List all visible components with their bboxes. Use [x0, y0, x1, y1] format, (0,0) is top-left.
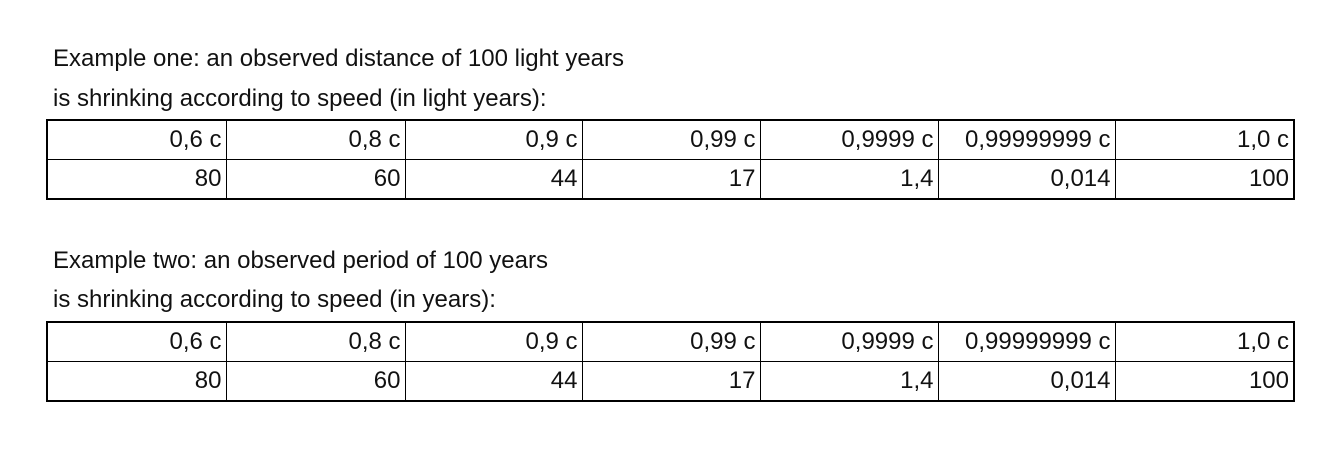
value-cell: 44 — [404, 159, 583, 200]
value-cell: 17 — [581, 159, 761, 200]
table-row: 80 60 44 17 1,4 0,014 100 — [46, 159, 1295, 200]
speed-cell: 0,99999999 c — [937, 119, 1116, 160]
speed-cell: 0,9 c — [404, 321, 583, 362]
speed-cell: 0,9 c — [404, 119, 583, 160]
speed-cell: 1,0 c — [1114, 119, 1295, 160]
speed-cell: 0,6 c — [46, 321, 227, 362]
table-row: 0,6 c 0,8 c 0,9 c 0,99 c 0,9999 c 0,99999999 … — [46, 119, 1295, 160]
value-cell: 17 — [581, 361, 761, 402]
speed-cell: 0,9999 c — [759, 119, 939, 160]
speed-cell: 0,9999 c — [759, 321, 939, 362]
data-table: 0,6 c 0,8 c 0,9 c 0,99 c 0,9999 c 0,99999999 … — [46, 119, 1295, 200]
value-cell: 80 — [46, 361, 227, 402]
speed-cell: 0,6 c — [46, 119, 227, 160]
value-cell: 0,014 — [937, 159, 1116, 200]
value-cell: 0,014 — [937, 361, 1116, 402]
table-row: 0,6 c 0,8 c 0,9 c 0,99 c 0,9999 c 0,99999999 … — [46, 321, 1295, 362]
table-body: 0,6 c 0,8 c 0,9 c 0,99 c 0,9999 c 0,99999999 … — [46, 119, 1295, 200]
value-cell: 80 — [46, 159, 227, 200]
speed-cell: 0,99 c — [581, 119, 761, 160]
value-cell: 100 — [1114, 361, 1295, 402]
value-cell: 60 — [225, 159, 406, 200]
heading-line: is shrinking according to speed (in year… — [53, 286, 496, 313]
table-body: 0,6 c 0,8 c 0,9 c 0,99 c 0,9999 c 0,99999999 … — [46, 321, 1295, 402]
value-cell: 100 — [1114, 159, 1295, 200]
data-table: 0,6 c 0,8 c 0,9 c 0,99 c 0,9999 c 0,99999999 … — [46, 321, 1295, 402]
table-row: 80 60 44 17 1,4 0,014 100 — [46, 361, 1295, 402]
speed-cell: 0,8 c — [225, 321, 406, 362]
heading-line: Example one: an observed distance of 100… — [53, 45, 625, 72]
speed-cell: 0,99 c — [581, 321, 761, 362]
speed-cell: 0,8 c — [225, 119, 406, 160]
value-cell: 44 — [404, 361, 583, 402]
value-cell: 60 — [225, 361, 406, 402]
heading-line: Example two: an observed period of 100 y… — [53, 247, 548, 274]
speed-cell: 1,0 c — [1114, 321, 1295, 362]
heading-line: is shrinking according to speed (in ligh… — [53, 85, 547, 112]
value-cell: 1,4 — [759, 361, 939, 402]
speed-cell: 0,99999999 c — [937, 321, 1116, 362]
value-cell: 1,4 — [759, 159, 939, 200]
